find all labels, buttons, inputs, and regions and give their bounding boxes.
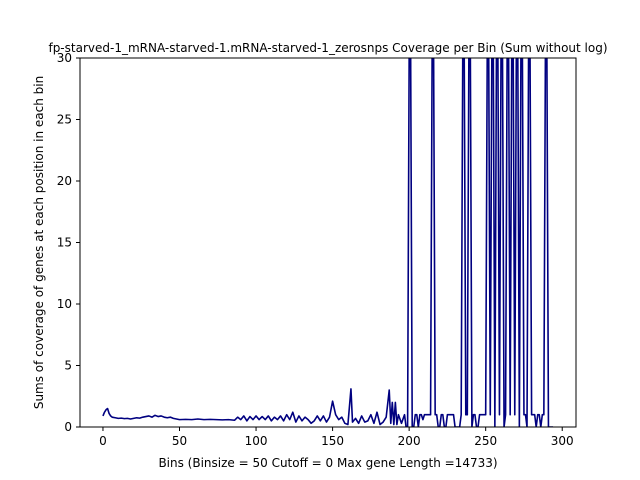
y-tick-label: 10 xyxy=(57,297,72,311)
y-axis-label: Sums of coverage of genes at each positi… xyxy=(32,76,46,409)
y-axis: 0 5 10 15 20 25 30 xyxy=(57,51,80,434)
y-tick-label: 30 xyxy=(57,51,72,65)
y-tick-label: 0 xyxy=(64,420,72,434)
series-layer xyxy=(102,58,554,427)
x-tick-label: 50 xyxy=(172,434,187,448)
x-tick-label: 0 xyxy=(99,434,107,448)
series-line-0 xyxy=(102,58,554,427)
axes-frame xyxy=(79,57,577,428)
y-tick-label: 15 xyxy=(57,236,72,250)
x-tick-label: 150 xyxy=(321,434,344,448)
y-tick-label: 20 xyxy=(57,174,72,188)
y-tick-label: 5 xyxy=(64,359,72,373)
x-axis-label: Bins (Binsize = 50 Cutoff = 0 Max gene L… xyxy=(158,456,497,470)
x-tick-label: 200 xyxy=(398,434,421,448)
x-tick-label: 300 xyxy=(551,434,574,448)
chart-title: fp-starved-1_mRNA-starved-1.mRNA-starved… xyxy=(48,41,607,55)
x-tick-label: 250 xyxy=(474,434,497,448)
x-axis: 0 50 100 150 200 250 300 xyxy=(99,427,574,448)
x-tick-label: 100 xyxy=(245,434,268,448)
y-tick-label: 25 xyxy=(57,113,72,127)
